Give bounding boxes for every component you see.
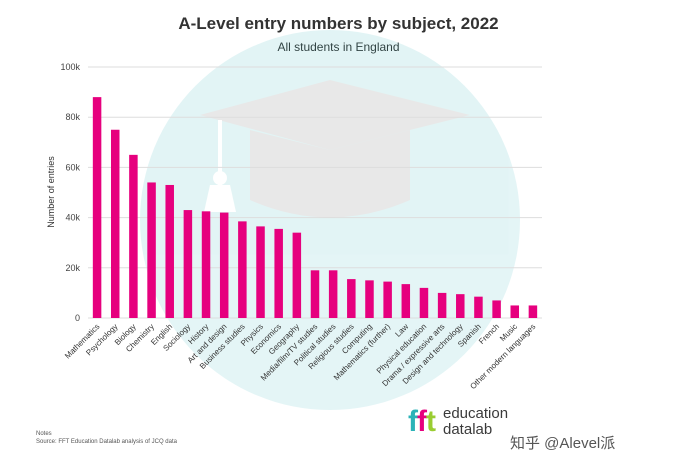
logo-wordmark: education datalab <box>443 406 508 438</box>
y-tick-label: 80k <box>65 112 80 122</box>
bar <box>310 270 320 318</box>
y-tick-label: 60k <box>65 162 80 172</box>
logo-line-2: datalab <box>443 421 493 438</box>
notes-source: Source: FFT Education Datalab analysis o… <box>36 439 177 445</box>
bar <box>147 182 156 318</box>
logo-letter: f <box>408 405 418 438</box>
bar <box>110 129 120 318</box>
bar <box>274 228 283 318</box>
bar <box>474 296 483 318</box>
bar <box>419 287 429 318</box>
bar <box>510 305 520 318</box>
bar <box>347 279 356 318</box>
y-tick-label: 20k <box>65 263 80 273</box>
chart-title: A-Level entry numbers by subject, 2022 <box>178 14 499 33</box>
bar <box>437 292 447 318</box>
chart-subtitle: All students in England <box>0 40 677 54</box>
fft-logo-mark: fft <box>408 405 436 438</box>
zhihu-watermark: 知乎 @Alevel派 <box>510 435 616 452</box>
y-tick-label: 0 <box>75 313 80 323</box>
notes-heading: Notes <box>36 431 52 437</box>
y-tick-label: 40k <box>65 213 80 223</box>
bar <box>365 280 374 318</box>
notes: Notes Source: FFT Education Datalab anal… <box>36 430 177 446</box>
bar <box>492 300 501 318</box>
bar <box>201 211 211 318</box>
bar <box>256 226 265 318</box>
bar <box>401 284 411 318</box>
bar <box>528 305 538 318</box>
bar <box>183 210 193 318</box>
y-axis-label: Number of entries <box>46 156 56 228</box>
bar <box>292 232 302 318</box>
logo-letter: t <box>426 405 436 438</box>
bar <box>129 154 138 318</box>
bar <box>328 270 338 318</box>
bar <box>456 294 465 318</box>
fft-education-datalab-logo: fft education datalab <box>408 406 508 438</box>
bar <box>383 281 392 318</box>
bar <box>92 97 102 319</box>
logo-letter: f <box>417 405 427 438</box>
bar <box>165 184 174 318</box>
y-tick-label: 100k <box>60 62 80 72</box>
bar <box>219 212 229 318</box>
logo-line-1: education <box>443 405 509 422</box>
bar <box>238 221 247 318</box>
